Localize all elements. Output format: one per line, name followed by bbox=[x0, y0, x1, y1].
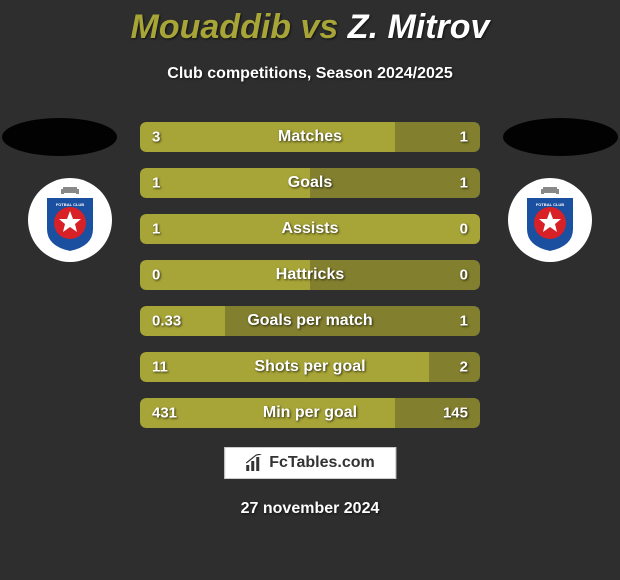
branding-box: FcTables.com bbox=[224, 447, 396, 479]
page-title: Mouaddib vs Z. Mitrov bbox=[0, 8, 620, 47]
shadow-ellipse-right bbox=[503, 118, 618, 156]
bar-right-segment bbox=[429, 352, 480, 382]
stat-row: 11 2 Shots per goal bbox=[140, 352, 480, 382]
stat-value-left: 0.33 bbox=[152, 313, 181, 330]
stat-label: Min per goal bbox=[263, 404, 357, 422]
stat-value-left: 11 bbox=[152, 359, 168, 376]
stat-label: Goals per match bbox=[247, 312, 372, 330]
club-crest-icon: FOTBAL CLUB bbox=[521, 187, 579, 253]
subtitle: Club competitions, Season 2024/2025 bbox=[0, 65, 620, 83]
stat-value-right: 1 bbox=[460, 175, 468, 192]
stat-value-left: 1 bbox=[152, 175, 160, 192]
stat-value-left: 431 bbox=[152, 405, 177, 422]
stat-value-right: 145 bbox=[443, 405, 468, 422]
stat-value-left: 1 bbox=[152, 221, 160, 238]
vs-text: vs bbox=[301, 8, 339, 46]
date-line: 27 november 2024 bbox=[241, 500, 380, 518]
bar-left-segment bbox=[140, 122, 395, 152]
stat-label: Goals bbox=[288, 174, 332, 192]
club-badge-right: FOTBAL CLUB bbox=[508, 178, 592, 262]
comparison-bars: 31Matches11Goals10Assists00Hattricks0.33… bbox=[140, 122, 480, 444]
stat-value-right: 0 bbox=[460, 267, 468, 284]
branding-label: FcTables.com bbox=[269, 454, 375, 472]
stat-row: 3 1 Matches bbox=[140, 122, 480, 152]
stat-label: Hattricks bbox=[276, 266, 344, 284]
stat-row: 0.33 1 Goals per match bbox=[140, 306, 480, 336]
stat-label: Assists bbox=[282, 220, 339, 238]
svg-text:FOTBAL CLUB: FOTBAL CLUB bbox=[56, 202, 84, 207]
title-wrap: Mouaddib vs Z. Mitrov Club competitions,… bbox=[0, 0, 620, 83]
stat-value-left: 0 bbox=[152, 267, 160, 284]
club-crest-icon: FOTBAL CLUB bbox=[41, 187, 99, 253]
club-badge-left: FOTBAL CLUB bbox=[28, 178, 112, 262]
stat-row: 431 145 Min per goal bbox=[140, 398, 480, 428]
stat-value-left: 3 bbox=[152, 129, 160, 146]
stat-value-right: 2 bbox=[460, 359, 468, 376]
stat-row: 0 0 Hattricks bbox=[140, 260, 480, 290]
stat-row: 1 1 Goals bbox=[140, 168, 480, 198]
stat-label: Matches bbox=[278, 128, 342, 146]
stat-row: 1 0 Assists bbox=[140, 214, 480, 244]
stat-value-right: 0 bbox=[460, 221, 468, 238]
player2-name: Z. Mitrov bbox=[348, 8, 490, 46]
bar-left-segment bbox=[140, 168, 310, 198]
shadow-ellipse-left bbox=[2, 118, 117, 156]
chart-icon bbox=[245, 454, 263, 472]
svg-text:FOTBAL CLUB: FOTBAL CLUB bbox=[536, 202, 564, 207]
stat-value-right: 1 bbox=[460, 129, 468, 146]
stat-value-right: 1 bbox=[460, 313, 468, 330]
player1-name: Mouaddib bbox=[131, 8, 292, 46]
bar-right-segment bbox=[310, 168, 480, 198]
stat-label: Shots per goal bbox=[254, 358, 365, 376]
